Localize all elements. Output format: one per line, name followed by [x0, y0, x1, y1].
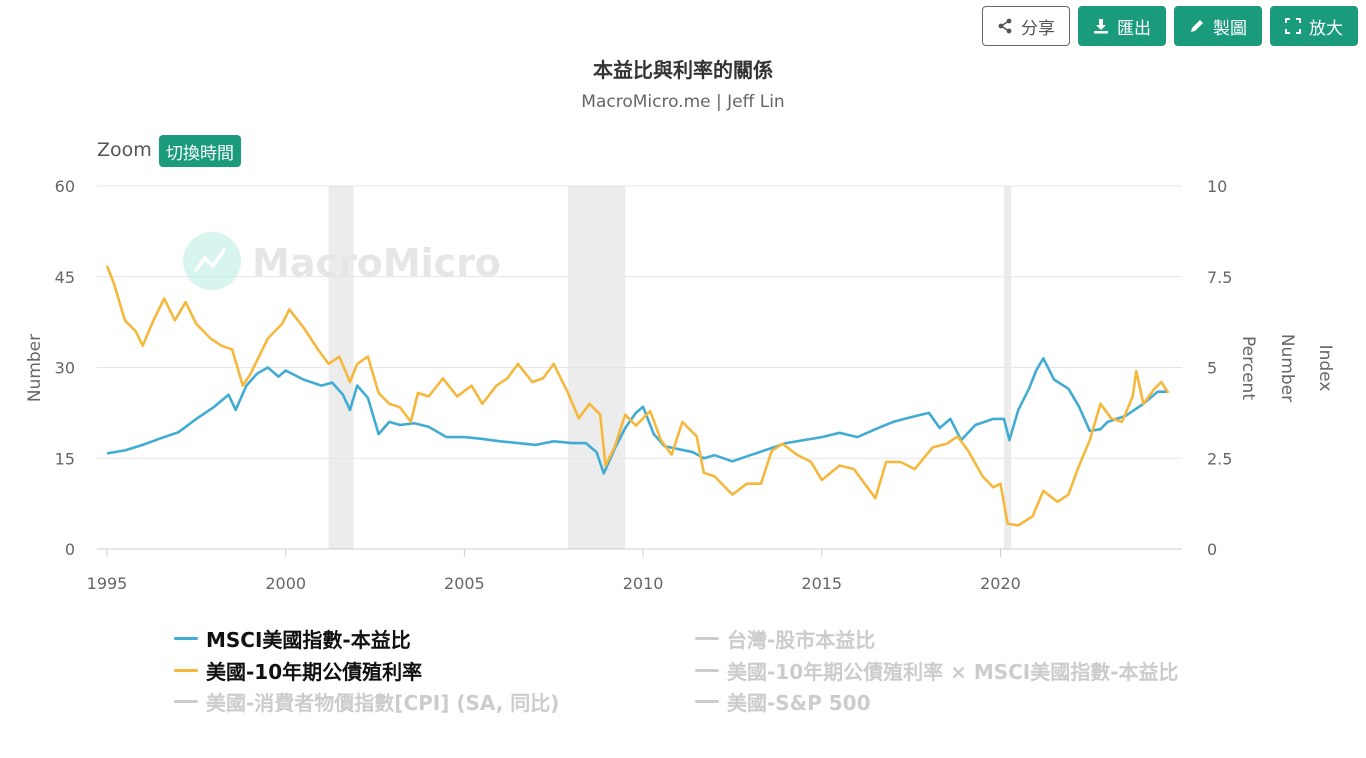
- x-tick-label: 1995: [87, 574, 128, 593]
- right-axis-title: Number: [1277, 334, 1297, 402]
- left-tick-label: 60: [55, 177, 75, 196]
- pencil-icon: [1191, 20, 1203, 32]
- right-axis-title: Index: [1315, 345, 1335, 392]
- legend-swatch: [695, 669, 719, 672]
- toolbar: 分享 匯出 製圖 放大: [982, 6, 1358, 46]
- legend-label: 美國-10年期公債殖利率 × MSCI美國指數-本益比: [727, 660, 1179, 684]
- x-tick-label: 2020: [980, 574, 1021, 593]
- left-axis-title: Number: [25, 334, 45, 402]
- share-button[interactable]: 分享: [982, 6, 1070, 46]
- right-tick-label: 0: [1207, 540, 1217, 559]
- chart-canvas: MacroMicro 0 15 30 45 60 0 2.5 5 7.5 10 1995 2000 20…: [25, 177, 1335, 593]
- legend-swatch: [695, 637, 719, 640]
- watermark: MacroMicro: [183, 232, 501, 290]
- x-tick-label: 2010: [623, 574, 664, 593]
- legend-swatch: [174, 669, 198, 672]
- share-icon: [998, 18, 1012, 34]
- legend-item[interactable]: 美國-10年期公債殖利率 × MSCI美國指數-本益比: [695, 656, 1179, 685]
- share-label: 分享: [1021, 18, 1055, 39]
- legend-item[interactable]: 美國-S&P 500: [695, 687, 871, 716]
- x-tick-label: 2015: [801, 574, 842, 593]
- export-label: 匯出: [1117, 18, 1151, 39]
- legend-item[interactable]: 美國-10年期公債殖利率: [174, 656, 422, 685]
- legend-item[interactable]: MSCI美國指數-本益比: [174, 624, 411, 653]
- right-axis-title: Percent: [1238, 336, 1258, 400]
- left-tick-label: 45: [55, 268, 75, 287]
- legend-swatch: [174, 700, 198, 703]
- series-line-pe-ratio: [106, 357, 1169, 475]
- right-tick-label: 7.5: [1207, 268, 1232, 287]
- left-tick-label: 15: [55, 449, 75, 468]
- export-button[interactable]: 匯出: [1078, 6, 1166, 46]
- right-tick-label: 5: [1207, 359, 1217, 378]
- chart-subtitle: MacroMicro.me | Jeff Lin: [581, 92, 785, 112]
- legend-item[interactable]: 美國-消費者物價指數[CPI] (SA, 同比): [174, 687, 559, 716]
- legend-label: 台灣-股市本益比: [727, 628, 876, 652]
- legend-item[interactable]: 台灣-股市本益比: [695, 624, 875, 653]
- watermark-text: MacroMicro: [252, 241, 501, 285]
- legend-label: 美國-10年期公債殖利率: [206, 660, 423, 684]
- switch-time-button[interactable]: 切換時間: [159, 135, 241, 167]
- legend-swatch: [695, 700, 719, 703]
- download-icon: [1094, 19, 1108, 34]
- legend-label: 美國-消費者物價指數[CPI] (SA, 同比): [206, 691, 560, 715]
- chart-title: 本益比與利率的關係: [593, 58, 773, 82]
- watermark-logo-icon: [183, 232, 241, 290]
- series-line-treasury-yield: [105, 265, 1170, 527]
- left-tick-label: 0: [65, 540, 75, 559]
- legend-swatch: [174, 637, 198, 640]
- left-tick-label: 30: [55, 359, 75, 378]
- draw-chart-button[interactable]: 製圖: [1174, 6, 1262, 46]
- draw-chart-label: 製圖: [1213, 18, 1247, 39]
- x-tick-label: 2005: [444, 574, 485, 593]
- legend-label: MSCI美國指數-本益比: [206, 628, 411, 652]
- fullscreen-button[interactable]: 放大: [1270, 6, 1358, 46]
- x-tick-label: 2000: [265, 574, 306, 593]
- expand-icon: [1285, 18, 1301, 34]
- right-tick-label: 2.5: [1207, 449, 1232, 468]
- zoom-label: Zoom: [97, 139, 152, 161]
- right-tick-label: 10: [1207, 177, 1227, 196]
- fullscreen-label: 放大: [1309, 18, 1343, 39]
- legend-label: 美國-S&P 500: [727, 691, 871, 715]
